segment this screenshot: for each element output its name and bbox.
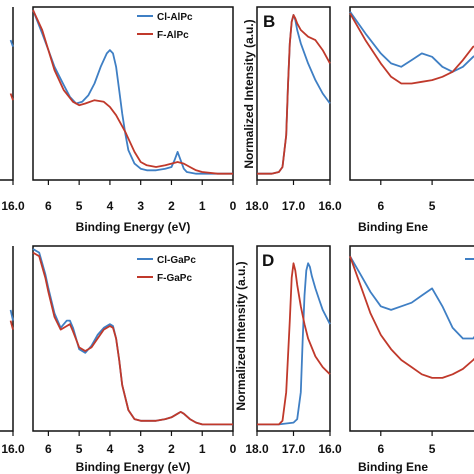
panel-top-left-edge: 16.0 (0, 7, 25, 213)
panel-bottom-left-edge: 16.0 (0, 246, 25, 456)
y-axis-label: Normalized Intensity (a.u.) (242, 19, 256, 168)
panel-b: 18.0 17.0 16.0 B Normalized Intensity (a.u… (242, 6, 342, 213)
series-line-cl-alpc (32, 9, 233, 175)
x-tick-label: 16.0 (1, 199, 25, 213)
series-line-blue (9, 309, 14, 321)
series-line-f-alpc (32, 9, 233, 175)
x-tick-label: 4 (107, 442, 114, 456)
legend-label-cl-alpc: Cl-AlPc (157, 12, 193, 23)
frame (32, 6, 234, 181)
x-tick-label: 6 (377, 442, 384, 456)
frame (256, 245, 331, 432)
frame (0, 246, 14, 432)
x-tick-label: 18.0 (245, 442, 269, 456)
x-axis-label: Binding Energy (eV) (76, 460, 191, 474)
x-tick-label: 1 (199, 199, 206, 213)
x-axis-label: Binding Ene (358, 220, 428, 234)
series-line-red (349, 255, 474, 379)
legend: Cl-GaPc F-GaPc (137, 255, 196, 284)
x-tick-label: 17.0 (282, 199, 306, 213)
x-axis-label: Binding Ene (358, 460, 428, 474)
y-axis-label: Normalized Intensity (a.u.) (234, 261, 248, 410)
panel-letter-d: D (262, 251, 274, 270)
series-line-red (9, 93, 14, 101)
series-line-blue (257, 262, 331, 426)
x-tick-label: 0 (230, 199, 237, 213)
x-tick-label: 4 (107, 199, 114, 213)
x-tick-label: 18.0 (245, 199, 269, 213)
x-tick-label: 6 (45, 442, 52, 456)
series-line-f-gapc (32, 251, 233, 426)
x-tick-label: 1 (199, 442, 206, 456)
x-tick-label: 5 (429, 442, 436, 456)
series-line-blue (349, 11, 474, 73)
legend-label-cl-gapc: Cl-GaPc (157, 255, 196, 266)
panel-letter-b: B (263, 12, 275, 31)
series-line-red (257, 14, 331, 175)
frame (32, 245, 234, 432)
legend-label-f-alpc: F-AlPc (157, 30, 189, 41)
x-tick-label: 6 (45, 199, 52, 213)
series-line-blue (257, 14, 331, 175)
x-tick-label: 6 (377, 199, 384, 213)
series-line-red (257, 262, 331, 426)
x-axis-label: Binding Energy (eV) (76, 220, 191, 234)
panel-d: 18.0 17.0 16.0 D Normalized Intensity (a.u… (234, 245, 342, 456)
frame (349, 245, 474, 432)
x-tick-label: 5 (76, 199, 83, 213)
frame (256, 6, 331, 181)
x-tick-label: 16.0 (318, 199, 342, 213)
x-tick-label: 3 (137, 199, 144, 213)
frame (349, 6, 474, 181)
x-tick-label: 0 (230, 442, 237, 456)
legend-label-f-gapc: F-GaPc (157, 273, 192, 284)
series-line-red (349, 12, 474, 85)
panel-top-valence: 6 5 4 3 2 1 0 Binding Energy (eV) Cl-AlPc F-Al… (32, 6, 237, 234)
x-tick-label: 3 (137, 442, 144, 456)
x-tick-label: 16.0 (1, 442, 25, 456)
series-line-red (9, 320, 14, 330)
panel-bottom-valence: 6 5 4 3 2 1 0 Binding Energy (eV) Cl-GaPc F-Ga… (32, 245, 237, 474)
x-tick-label: 2 (168, 199, 175, 213)
series-line-blue (349, 255, 474, 340)
series-line-blue (9, 39, 14, 48)
x-tick-label: 17.0 (282, 442, 306, 456)
legend: Cl-AlPc F-AlPc (137, 12, 193, 41)
x-tick-label: 2 (168, 442, 175, 456)
series-line-cl-gapc (32, 248, 233, 426)
x-tick-label: 16.0 (318, 442, 342, 456)
x-tick-label: 5 (429, 199, 436, 213)
x-tick-label: 5 (76, 442, 83, 456)
